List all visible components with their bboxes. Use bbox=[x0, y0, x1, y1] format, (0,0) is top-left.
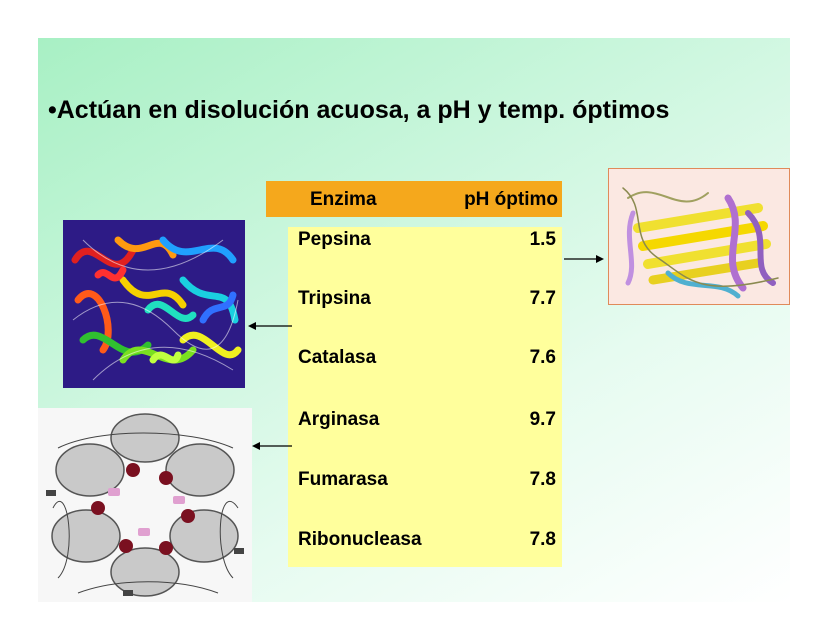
enzyme-ph: 7.8 bbox=[529, 529, 556, 550]
enzyme-ph: 9.7 bbox=[529, 409, 556, 430]
enzyme-ph: 1.5 bbox=[529, 229, 556, 250]
table-row: Pepsina 1.5 bbox=[288, 227, 562, 257]
enzyme-ph: 7.7 bbox=[529, 288, 556, 309]
table-header: Enzima pH óptimo bbox=[266, 181, 562, 217]
arrow-left-icon bbox=[248, 322, 292, 330]
table-row: Ribonucleasa 7.8 bbox=[288, 527, 562, 557]
enzyme-name: Catalasa bbox=[298, 347, 377, 368]
header-enzyme: Enzima bbox=[310, 189, 377, 210]
enzyme-table: Pepsina 1.5 Tripsina 7.7 Catalasa 7.6 Ar… bbox=[288, 227, 562, 567]
slide-headline: •Actúan en disolución acuosa, a pH y tem… bbox=[48, 96, 670, 124]
enzyme-name: Tripsina bbox=[298, 288, 371, 309]
enzyme-name: Arginasa bbox=[298, 409, 380, 430]
yellow-ribbon-protein-image bbox=[608, 168, 790, 305]
arrow-left-icon bbox=[252, 442, 292, 450]
arrow-right-icon bbox=[564, 255, 604, 263]
enzyme-ph: 7.6 bbox=[529, 347, 556, 368]
table-row: Fumarasa 7.8 bbox=[288, 467, 562, 497]
table-row: Tripsina 7.7 bbox=[288, 286, 562, 316]
enzyme-name: Fumarasa bbox=[298, 469, 388, 490]
slide: •Actúan en disolución acuosa, a pH y tem… bbox=[38, 38, 790, 602]
table-row: Catalasa 7.6 bbox=[288, 345, 562, 375]
enzyme-name: Ribonucleasa bbox=[298, 529, 422, 550]
enzyme-name: Pepsina bbox=[298, 229, 371, 250]
table-row: Arginasa 9.7 bbox=[288, 407, 562, 437]
ring-protein-image bbox=[38, 408, 252, 602]
header-ph: pH óptimo bbox=[464, 189, 558, 210]
enzyme-ph: 7.8 bbox=[529, 469, 556, 490]
multicolor-protein-image bbox=[63, 220, 245, 388]
